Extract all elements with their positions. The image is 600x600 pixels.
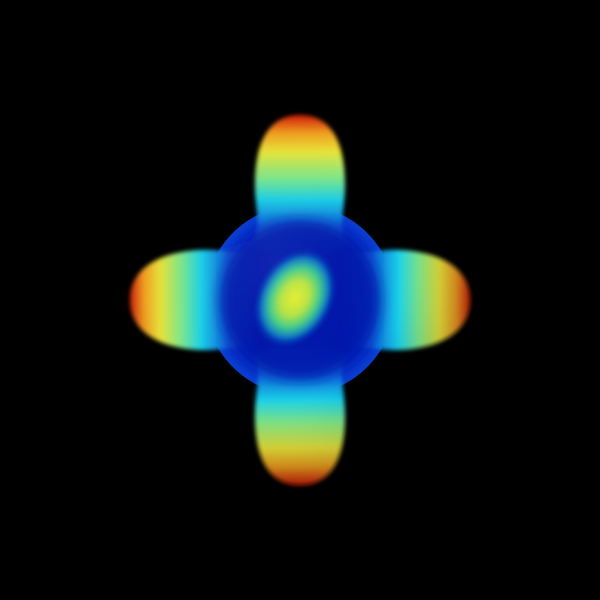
surface-body xyxy=(130,115,470,485)
surface-shading xyxy=(130,115,470,485)
